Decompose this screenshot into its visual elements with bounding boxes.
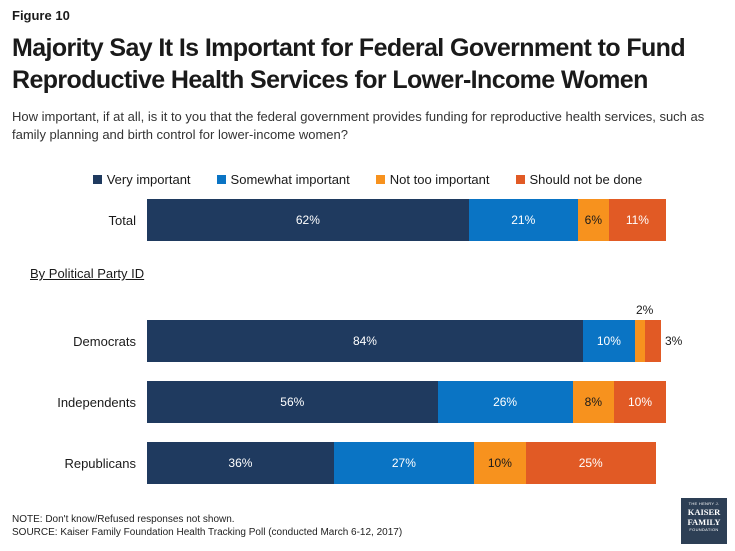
bar-segment-democrats-very-important: 84% xyxy=(147,320,583,362)
bar-value-democrats-very-important: 84% xyxy=(352,334,377,348)
legend-item-very-important: Very important xyxy=(92,172,191,187)
legend: Very important Somewhat important Not to… xyxy=(0,172,735,187)
bar-value-republicans-not-too-important: 10% xyxy=(487,456,512,470)
bar-value-democrats-not-too-important: 2% xyxy=(636,303,654,317)
logo-line-3: FAMILY xyxy=(687,517,721,527)
bar-segment-total-not-too-important: 6% xyxy=(577,199,609,241)
source-text: SOURCE: Kaiser Family Foundation Health … xyxy=(12,527,403,538)
chart-title: Majority Say It Is Important for Federal… xyxy=(12,34,686,94)
row-label-total: Total xyxy=(108,213,136,228)
bar-value-total-very-important: 62% xyxy=(295,213,320,227)
legend-swatch-very-important xyxy=(92,175,102,184)
legend-item-somewhat-important: Somewhat important xyxy=(216,172,350,187)
bar-value-republicans-very-important: 36% xyxy=(228,456,253,470)
legend-label-very-important: Very important xyxy=(106,172,191,187)
bar-value-independents-should-not-be-done: 10% xyxy=(628,395,653,409)
row-label-democrats: Democrats xyxy=(73,334,136,349)
kff-logo: THE HENRY J. KAISER FAMILY FOUNDATION xyxy=(681,498,727,544)
row-label-republicans: Republicans xyxy=(64,456,136,471)
bar-value-independents-somewhat-important: 26% xyxy=(493,395,518,409)
legend-label-not-too-important: Not too important xyxy=(389,172,490,187)
bar-segment-total-should-not-be-done: 11% xyxy=(608,199,666,241)
bar-segment-democrats-somewhat-important: 10% xyxy=(582,320,635,362)
figure-label: Figure 10 xyxy=(12,8,70,23)
bar-segment-republicans-not-too-important: 10% xyxy=(473,442,526,484)
legend-item-should-not-be-done: Should not be done xyxy=(515,172,643,187)
legend-label-somewhat-important: Somewhat important xyxy=(230,172,350,187)
chart-notes: NOTE: Don't know/Refused responses not s… xyxy=(12,513,402,539)
bar-segment-total-somewhat-important: 21% xyxy=(468,199,578,241)
legend-swatch-should-not-be-done xyxy=(515,175,525,184)
legend-swatch-not-too-important xyxy=(375,175,385,184)
bar-segment-total-very-important: 62% xyxy=(147,199,469,241)
bar-independents: 56% 26% 8% 10% xyxy=(147,381,666,423)
bar-value-republicans-should-not-be-done: 25% xyxy=(578,456,603,470)
bar-segment-independents-not-too-important: 8% xyxy=(572,381,615,423)
bar-segment-independents-somewhat-important: 26% xyxy=(437,381,573,423)
bar-segment-republicans-somewhat-important: 27% xyxy=(333,442,474,484)
bar-total: 62% 21% 6% 11% xyxy=(147,199,666,241)
bar-value-republicans-somewhat-important: 27% xyxy=(391,456,416,470)
bar-segment-independents-very-important: 56% xyxy=(147,381,438,423)
note-text: NOTE: Don't know/Refused responses not s… xyxy=(12,514,235,525)
legend-item-not-too-important: Not too important xyxy=(375,172,490,187)
bar-value-independents-very-important: 56% xyxy=(280,395,305,409)
logo-line-4: FOUNDATION xyxy=(689,527,719,532)
bar-value-independents-not-too-important: 8% xyxy=(584,395,602,409)
bar-segment-independents-should-not-be-done: 10% xyxy=(614,381,666,423)
bar-value-total-should-not-be-done: 11% xyxy=(625,213,649,227)
bar-value-democrats-somewhat-important: 10% xyxy=(596,334,621,348)
logo-line-2: KAISER xyxy=(687,507,721,517)
bar-democrats: 84% 10% xyxy=(147,320,661,362)
bar-value-democrats-should-not-be-done: 3% xyxy=(665,334,683,348)
bar-segment-republicans-very-important: 36% xyxy=(147,442,334,484)
section-label-party: By Political Party ID xyxy=(30,266,145,281)
bar-value-total-somewhat-important: 21% xyxy=(511,213,536,227)
logo-line-1: THE HENRY J. xyxy=(688,501,720,506)
bar-segment-democrats-should-not-be-done xyxy=(645,320,661,362)
row-label-independents: Independents xyxy=(57,395,136,410)
legend-label-should-not-be-done: Should not be done xyxy=(529,172,643,187)
chart-subtitle: How important, if at all, is it to you t… xyxy=(12,109,705,142)
bar-segment-democrats-not-too-important xyxy=(634,320,646,362)
legend-swatch-somewhat-important xyxy=(216,175,226,184)
bar-segment-republicans-should-not-be-done: 25% xyxy=(525,442,656,484)
bar-republicans: 36% 27% 10% 25% xyxy=(147,442,656,484)
bar-value-total-not-too-important: 6% xyxy=(584,213,602,227)
